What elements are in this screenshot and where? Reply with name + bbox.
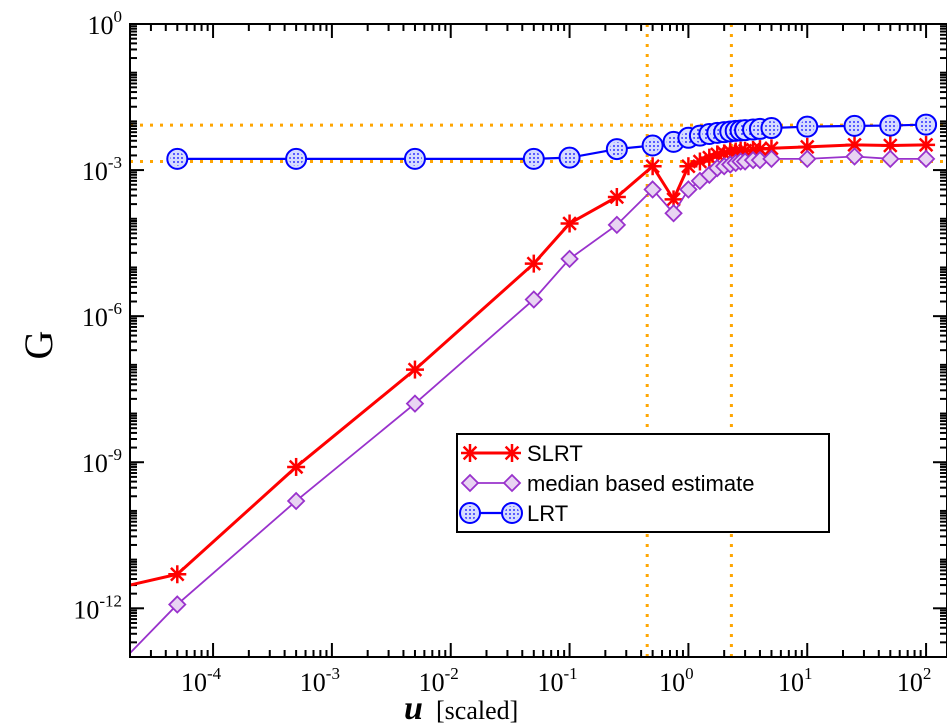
data-point-fill — [407, 151, 422, 166]
data-point-fill — [526, 151, 541, 166]
legend-swatch-marker-stroke — [504, 445, 520, 461]
x-tick-label: 101 — [778, 664, 813, 697]
data-point-fill — [666, 134, 681, 149]
data-point — [168, 565, 187, 584]
data-point-fill — [289, 151, 304, 166]
data-point-stroke — [609, 189, 625, 205]
data-point-stroke — [764, 141, 779, 156]
data-point-stroke — [666, 192, 681, 207]
series-layer — [129, 113, 938, 654]
x-tick-label: 10-1 — [537, 664, 577, 697]
data-point — [797, 149, 817, 169]
axis-ticks — [129, 23, 947, 658]
data-point-fill — [764, 121, 779, 136]
y-tick-label: 10-3 — [82, 153, 122, 186]
y-axis-title: G — [16, 331, 61, 360]
y-tick-label: 100 — [88, 7, 123, 40]
legend-swatch-marker — [461, 444, 479, 462]
data-point — [643, 180, 662, 199]
data-point — [560, 214, 579, 233]
data-point-fill — [645, 138, 660, 153]
data-point — [405, 394, 425, 413]
data-point — [287, 457, 306, 476]
data-point — [664, 203, 683, 223]
x-axis-title-suffix: [scaled] — [436, 696, 518, 725]
data-point — [286, 491, 306, 511]
x-tick-label: 102 — [897, 664, 932, 697]
data-point-stroke — [170, 567, 185, 582]
data-point — [524, 254, 543, 273]
data-point-stroke — [288, 459, 304, 475]
data-point — [560, 249, 579, 269]
data-point-fill — [562, 150, 577, 165]
data-point — [643, 157, 662, 176]
x-tick-label: 10-2 — [419, 664, 459, 697]
legend-item: median based estimate — [460, 471, 754, 496]
legend-swatch-marker — [502, 473, 522, 493]
data-point-fill — [883, 118, 898, 133]
data-point — [762, 149, 781, 169]
data-point-stroke — [799, 139, 815, 155]
data-point-fill — [919, 117, 934, 132]
y-tick-label: 10-12 — [73, 591, 122, 624]
series-median-based-estimate — [129, 147, 936, 654]
tick-labels: 10-4 10-3 10-2 10-1 100 101 102 100 10-3 10-6 10-9… — [73, 7, 931, 697]
data-point — [845, 135, 864, 154]
data-point-stroke — [645, 158, 660, 174]
legend-swatch-marker — [460, 473, 480, 493]
data-point — [845, 147, 864, 166]
x-tick-label: 10-4 — [181, 664, 222, 697]
data-point — [524, 290, 544, 309]
data-point-stroke — [752, 141, 768, 157]
data-point — [881, 136, 900, 155]
legend-label: SLRT — [527, 441, 583, 466]
legend-item: SLRT — [461, 441, 583, 466]
y-tick-label: 10-6 — [82, 299, 122, 332]
y-tick-label: 10-9 — [82, 445, 122, 478]
legend-swatch-marker-fill — [505, 506, 519, 520]
data-point-stroke — [883, 138, 898, 153]
data-point-fill — [609, 142, 624, 157]
x-axis-title-group: u [scaled] — [404, 690, 518, 727]
legend: SLRT median based estimate LRT — [456, 433, 830, 533]
legend-swatch-marker — [503, 444, 521, 462]
x-tick-label: 100 — [659, 664, 694, 697]
data-point-stroke — [526, 256, 542, 271]
data-point — [916, 149, 936, 169]
x-tick-label: 10-3 — [300, 664, 340, 697]
data-point-fill — [170, 151, 185, 166]
data-point-stroke — [847, 137, 862, 153]
legend-swatch-marker-stroke — [462, 445, 478, 461]
data-point — [168, 595, 187, 614]
data-point-stroke — [407, 362, 423, 377]
data-point — [607, 215, 627, 235]
data-point-stroke — [918, 137, 934, 153]
data-point — [679, 180, 698, 199]
legend-item: LRT — [459, 501, 568, 526]
series-slrt — [129, 135, 936, 587]
data-point-fill — [800, 119, 815, 134]
data-point-fill — [847, 118, 862, 133]
x-axis-title: u — [404, 690, 423, 727]
series-lrt — [166, 113, 938, 170]
data-point — [607, 187, 626, 206]
legend-label: median based estimate — [527, 471, 754, 496]
data-point-stroke — [562, 216, 577, 231]
legend-swatch-marker-fill — [463, 506, 477, 520]
plot-frame — [129, 23, 947, 658]
legend-label: LRT — [527, 501, 568, 526]
data-point — [405, 360, 424, 379]
data-point — [881, 149, 900, 169]
